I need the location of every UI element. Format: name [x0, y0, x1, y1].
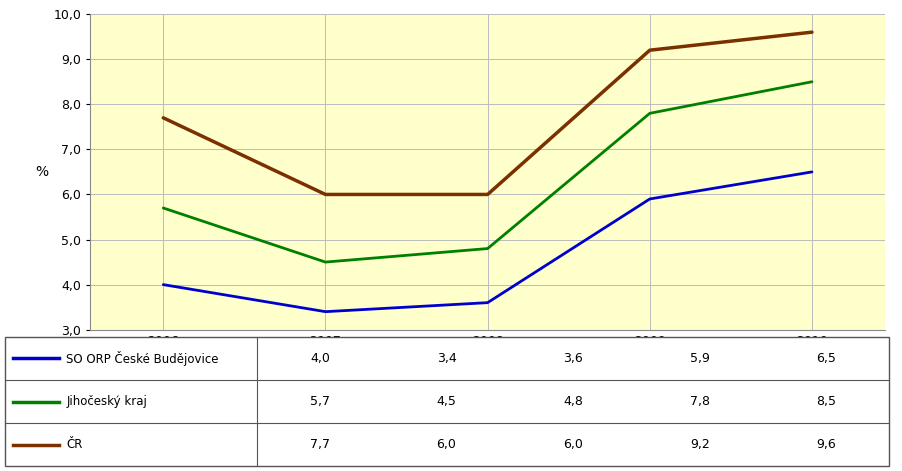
Text: 7,7: 7,7: [309, 438, 329, 451]
Y-axis label: %: %: [36, 165, 49, 179]
Text: ČR: ČR: [67, 438, 83, 451]
Text: 7,8: 7,8: [689, 395, 709, 408]
Text: 6,0: 6,0: [563, 438, 583, 451]
Text: 4,0: 4,0: [309, 352, 329, 365]
Text: Jihočeský kraj: Jihočeský kraj: [67, 395, 147, 408]
Text: 3,6: 3,6: [563, 352, 583, 365]
Text: 4,8: 4,8: [563, 395, 583, 408]
Text: 6,5: 6,5: [815, 352, 835, 365]
Text: 5,7: 5,7: [309, 395, 329, 408]
Text: 6,0: 6,0: [437, 438, 456, 451]
Text: 3,4: 3,4: [437, 352, 456, 365]
Text: 5,9: 5,9: [689, 352, 709, 365]
Text: 9,2: 9,2: [689, 438, 709, 451]
Text: 8,5: 8,5: [815, 395, 835, 408]
Text: SO ORP České Budějovice: SO ORP České Budějovice: [67, 351, 218, 366]
Text: 4,5: 4,5: [437, 395, 456, 408]
Text: 9,6: 9,6: [815, 438, 835, 451]
